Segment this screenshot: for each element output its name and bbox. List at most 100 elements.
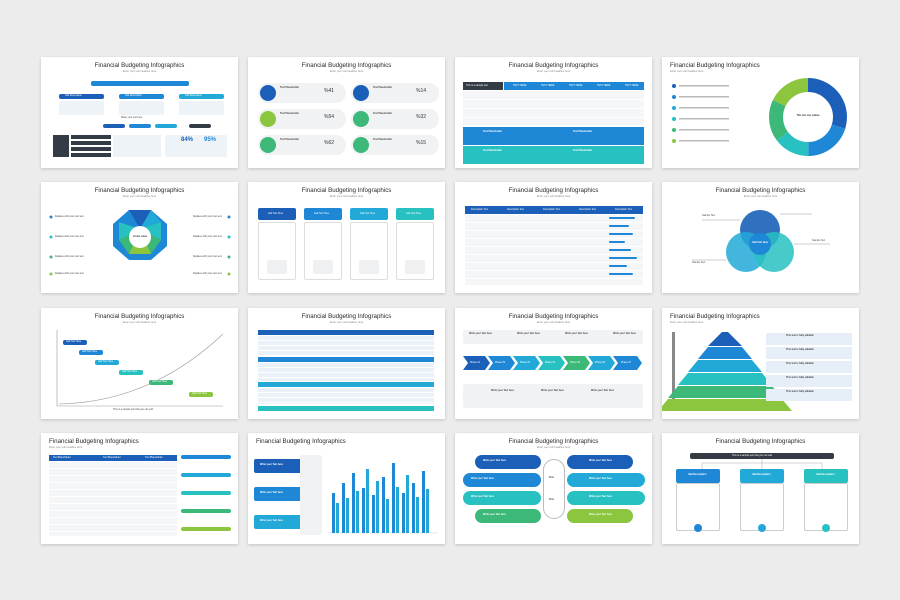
slide-9[interactable]: Financial Budgeting Infographics Enter y… <box>41 308 238 419</box>
step-5: Add Text Here <box>149 380 173 385</box>
slide-7[interactable]: Financial Budgeting Infographics Enter y… <box>455 182 652 293</box>
row-bar-6 <box>609 257 637 259</box>
column-label: Add Text Here <box>406 212 422 215</box>
venn-label-3: Sample Text <box>812 239 826 242</box>
slide-title: Financial Budgeting Infographics <box>94 313 185 320</box>
slide-3[interactable]: Financial Budgeting Infographics Enter y… <box>455 57 652 168</box>
column-icon-3 <box>359 260 379 274</box>
slide-13[interactable]: Financial Budgeting Infographics Enter y… <box>41 433 238 544</box>
left-label-3: Replace with your own text <box>55 255 84 258</box>
row-label: Text Placeholder <box>483 149 502 152</box>
tier-label: This text is fully editable <box>786 334 814 337</box>
card-pct: %15 <box>416 140 427 146</box>
slide-2[interactable]: Financial Budgeting Infographics Enter y… <box>248 57 445 168</box>
table-body <box>49 462 177 536</box>
column-head-4: Add Text Here <box>396 208 434 220</box>
slide-subtitle: Enter your sub headline here <box>122 70 157 73</box>
slide-8[interactable]: Financial Budgeting Infographics Enter y… <box>662 182 859 293</box>
list-row-4 <box>71 153 111 157</box>
grid-band-1 <box>258 357 434 362</box>
slide-title: Financial Budgeting Infographics <box>508 438 599 445</box>
box-body-1 <box>676 483 720 531</box>
icon-circle-6 <box>353 137 369 153</box>
row-bar-1 <box>609 217 635 219</box>
pill-text: Write your Text here <box>589 477 612 480</box>
slide-5[interactable]: Financial Budgeting Infographics Enter y… <box>41 182 238 293</box>
column-label: Add Text Here <box>268 212 284 215</box>
venn-label-2: Sample Text <box>692 261 706 264</box>
label-card-text: Write your Text here <box>260 491 283 494</box>
highlight-row-1 <box>463 127 644 145</box>
list-row-3 <box>71 147 111 151</box>
icon-strip <box>300 455 322 535</box>
row-bar-8 <box>609 273 633 275</box>
pyramid <box>662 332 792 411</box>
desc-pill-label: Add Description <box>65 94 82 97</box>
tier-text-1: This text is fully editable <box>766 333 852 345</box>
slide-subtitle: Enter your sub headline here <box>49 446 83 449</box>
pill-left-1: Write your Text here <box>475 455 541 469</box>
donut-center-label: This text can outline <box>796 114 820 117</box>
right-label-2: Replace with your own text <box>193 235 222 238</box>
side-pill-3 <box>181 491 231 495</box>
desc-pill-label: Add Description <box>125 94 142 97</box>
box-head-2: Add Description <box>740 469 784 483</box>
slide-15[interactable]: Financial Budgeting Infographics Enter y… <box>455 433 652 544</box>
grid-foot <box>258 406 434 411</box>
slide-14[interactable]: Financial Budgeting Infographics Write y… <box>248 433 445 544</box>
phase-label-3: Phase 03 <box>520 361 531 364</box>
slide-4[interactable]: Financial Budgeting Infographics Enter y… <box>662 57 859 168</box>
slide-11[interactable]: Financial Budgeting Infographics Enter y… <box>455 308 652 419</box>
slide-subtitle: Enter your sub headline here <box>329 70 364 73</box>
pill-right-3: Write your Text here <box>567 491 645 505</box>
growth-curve <box>56 330 224 407</box>
slide-subtitle: Enter your sub headline here <box>536 70 571 73</box>
desc-box-2 <box>119 101 164 115</box>
side-pill-4 <box>181 509 231 513</box>
mini-pill-2 <box>129 124 151 128</box>
slide-12[interactable]: Financial Budgeting Infographics Enter y… <box>662 308 859 419</box>
card-pct: %32 <box>416 114 427 120</box>
row-bar-2 <box>609 225 629 227</box>
slide-subtitle: Enter your sub headline here <box>329 195 364 198</box>
card-1 <box>258 83 346 103</box>
grid-band-2 <box>258 382 434 387</box>
desc-box-1 <box>59 101 104 115</box>
venn-diagram <box>692 210 830 272</box>
box-head-3: Add Description <box>804 469 848 483</box>
slide-title: Financial Budgeting Infographics <box>508 313 599 320</box>
slide-grid: Financial Budgeting Infographics Enter y… <box>41 57 859 544</box>
grid-block-1 <box>258 336 434 356</box>
desc-pill-1: Add Description <box>59 94 104 99</box>
col-head-4: Description Text <box>579 208 596 211</box>
side-pill-1 <box>181 455 231 459</box>
step-label: Add Text Here <box>192 392 208 395</box>
slide-10[interactable]: Financial Budgeting Infographics Enter y… <box>248 308 445 419</box>
card-label: Text Placeholder <box>373 138 392 141</box>
slide-1[interactable]: Financial Budgeting Infographics Enter y… <box>41 57 238 168</box>
column-icon-1 <box>267 260 287 274</box>
box-icon-1 <box>694 524 702 532</box>
right-label-3: Replace with your own text <box>193 255 222 258</box>
slide-title: Financial Budgeting Infographics <box>256 438 346 445</box>
col-head-1: Description Text <box>471 208 488 211</box>
head-label: This is a sample text <box>466 84 488 87</box>
stats-box <box>165 135 227 157</box>
box-head-label: Add Description <box>688 473 707 476</box>
col-head-5: TEXT HERE <box>625 84 639 87</box>
place-text-label: Place your text here <box>121 116 143 119</box>
grid-block-3 <box>258 388 434 404</box>
tier-text-2: This text is fully editable <box>766 347 852 359</box>
octagon-diagram <box>49 210 231 276</box>
desc-pill-3: Add Description <box>179 94 224 99</box>
column-label: Add Text Here <box>360 212 376 215</box>
row-label: Text Placeholder <box>573 130 592 133</box>
step-4: Add Text Here <box>119 370 143 375</box>
top-text-2: Write your Text here <box>517 332 540 335</box>
card-2 <box>351 83 439 103</box>
top-banner-text: This is a sample text that you can edit <box>732 453 772 457</box>
venn-center-label: Add Text Here <box>751 241 769 244</box>
slide-16[interactable]: Financial Budgeting Infographics This is… <box>662 433 859 544</box>
slide-6[interactable]: Financial Budgeting Infographics Enter y… <box>248 182 445 293</box>
icon-circle-4 <box>353 111 369 127</box>
